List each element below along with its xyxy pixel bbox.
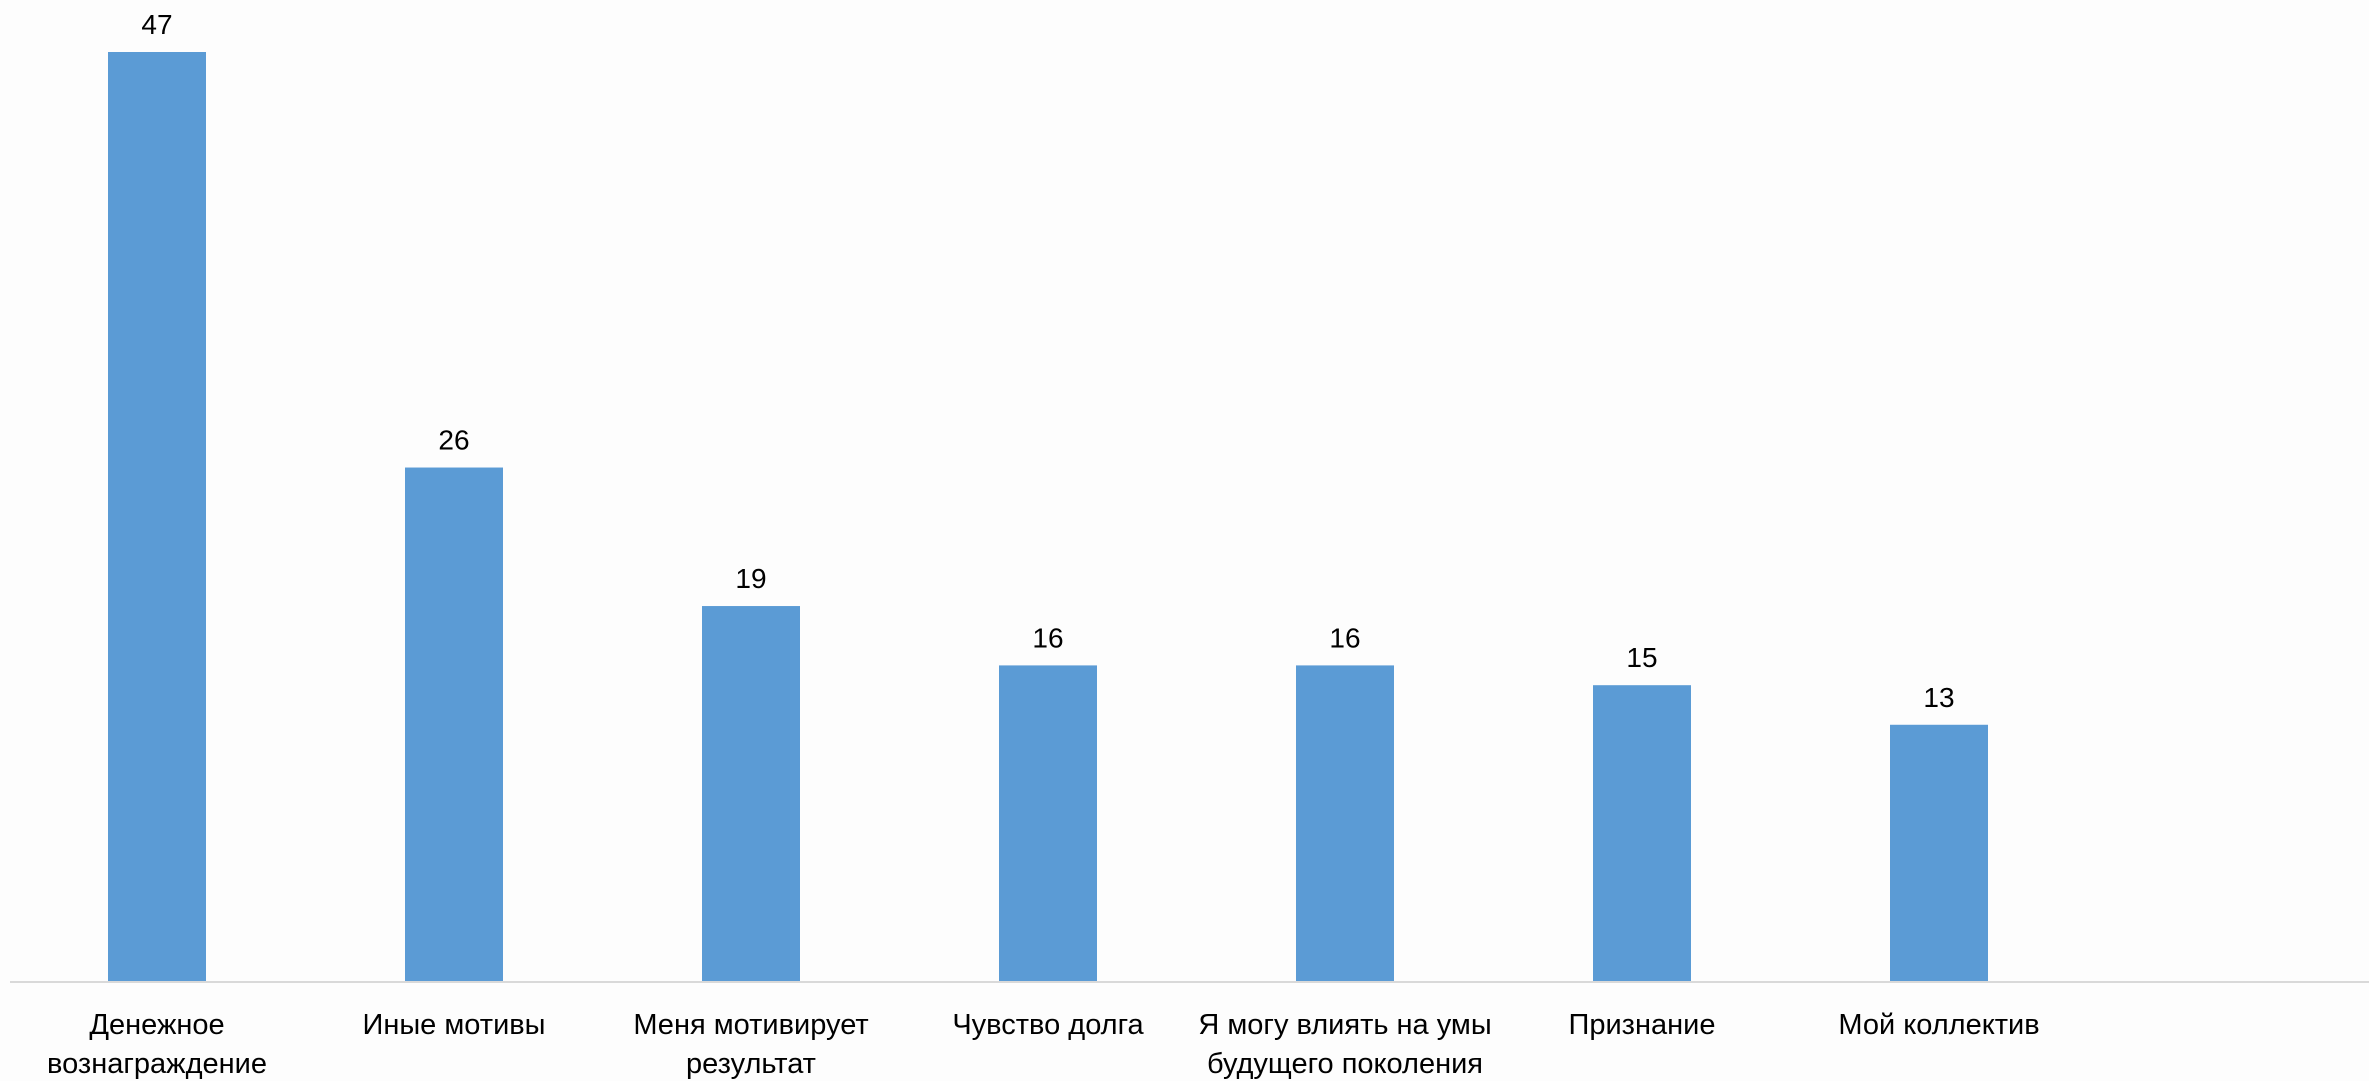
category-label-1: Денежное вознаграждение	[47, 1009, 267, 1080]
category-label-line: Чувство долга	[952, 1009, 1144, 1041]
category-label-7: Мой коллектив	[1838, 1009, 2039, 1041]
category-label-line: будущего поколения	[1207, 1048, 1483, 1080]
data-label-7: 13	[1923, 682, 1954, 713]
category-label-line: Меня мотивирует	[633, 1009, 868, 1041]
category-label-line: Признание	[1569, 1009, 1716, 1041]
bar-1	[108, 52, 206, 982]
category-label-5: Я могу влиять на умы будущего поколения	[1198, 1009, 1491, 1080]
category-label-4: Чувство долга	[952, 1009, 1144, 1041]
data-label-3: 19	[735, 563, 766, 594]
category-label-line: вознаграждение	[47, 1048, 267, 1080]
category-label-line: Иные мотивы	[362, 1009, 545, 1041]
category-label-6: Признание	[1569, 1009, 1716, 1041]
category-label-line: Денежное	[89, 1009, 224, 1041]
category-label-2: Иные мотивы	[362, 1009, 545, 1041]
category-label-line: результат	[686, 1048, 816, 1080]
category-label-3: Меня мотивирует результат	[633, 1009, 868, 1080]
bar-4	[999, 665, 1097, 982]
data-label-4: 16	[1032, 622, 1063, 653]
data-label-5: 16	[1329, 622, 1360, 653]
bar-6	[1593, 685, 1691, 982]
value-labels-group: 47 26 19 16 16 15 13	[141, 9, 1954, 713]
bar-7	[1890, 724, 1988, 982]
category-label-line: Я могу влиять на умы	[1198, 1009, 1491, 1041]
bar-2	[405, 467, 503, 982]
bars-group	[108, 52, 1988, 982]
bar-5	[1296, 665, 1394, 982]
category-label-line: Мой коллектив	[1838, 1009, 2039, 1041]
data-label-1: 47	[141, 9, 172, 40]
category-labels-group: Денежное вознаграждение Иные мотивы Меня мо…	[47, 1009, 2040, 1080]
data-label-2: 26	[438, 425, 469, 456]
bar-3	[702, 606, 800, 982]
data-label-6: 15	[1626, 642, 1657, 673]
